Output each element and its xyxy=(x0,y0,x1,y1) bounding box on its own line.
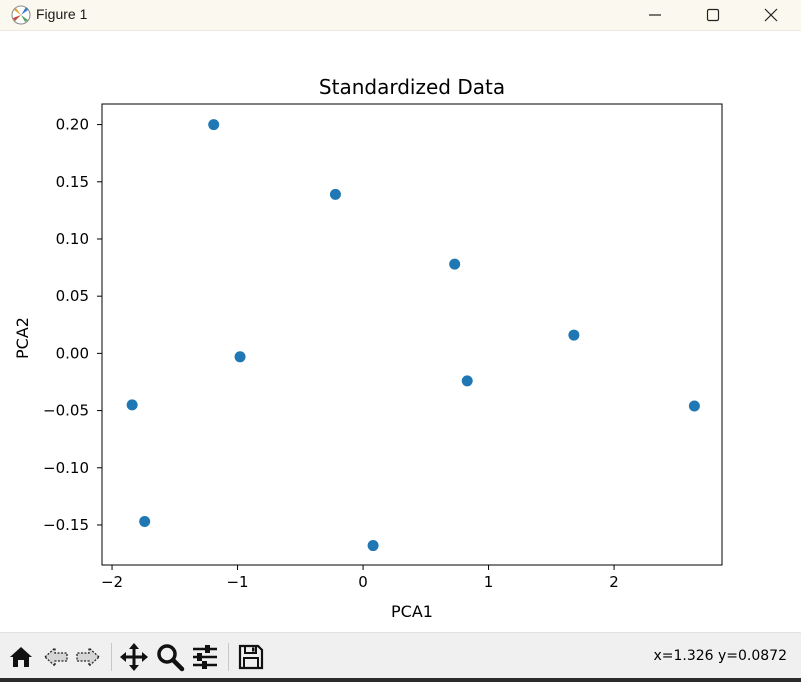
navigation-toolbar: x=1.326 y=0.0872 xyxy=(0,632,801,679)
data-point xyxy=(126,399,138,411)
y-tick-label: 0.00 xyxy=(56,344,89,362)
y-tick-label: 0.15 xyxy=(56,173,89,191)
window-titlebar: Figure 1 xyxy=(0,0,801,31)
y-tick-label: 0.05 xyxy=(56,287,89,305)
forward-icon xyxy=(76,646,100,668)
window-title: Figure 1 xyxy=(36,6,88,22)
matplotlib-app-icon xyxy=(11,5,31,25)
forward-button[interactable] xyxy=(72,641,104,673)
x-tick-label: 1 xyxy=(484,573,494,591)
data-point xyxy=(449,258,461,270)
figure-canvas[interactable]: Standardized Data −2 −1 0 1 2 0.20 0.15 0.10 0.… xyxy=(0,31,801,632)
pan-icon xyxy=(120,643,148,671)
close-button[interactable] xyxy=(742,0,800,30)
close-icon xyxy=(764,8,778,22)
cursor-coordinates: x=1.326 y=0.0872 xyxy=(653,648,787,664)
back-button[interactable] xyxy=(40,641,72,673)
home-icon xyxy=(10,647,32,667)
scatter-points xyxy=(126,119,700,552)
configure-subplots-button[interactable] xyxy=(189,641,221,673)
home-button[interactable] xyxy=(5,641,37,673)
x-tick-label: 2 xyxy=(609,573,619,591)
data-point xyxy=(367,540,379,552)
chart-title: Standardized Data xyxy=(319,75,505,99)
data-point xyxy=(688,400,700,412)
y-axis: 0.20 0.15 0.10 0.05 0.00 −0.05 −0.10 −0.15 xyxy=(43,116,102,534)
save-icon xyxy=(238,644,264,670)
y-tick-label: −0.10 xyxy=(43,459,89,477)
data-point xyxy=(208,119,220,131)
maximize-icon xyxy=(706,8,720,22)
data-point xyxy=(139,516,151,528)
toolbar-separator xyxy=(111,643,112,671)
x-axis-label: PCA1 xyxy=(391,602,433,621)
zoom-icon xyxy=(157,644,185,672)
y-tick-label: −0.15 xyxy=(43,516,89,534)
plot-axes-frame xyxy=(101,103,723,566)
minimize-button[interactable] xyxy=(626,0,684,30)
data-point xyxy=(329,188,341,200)
zoom-button[interactable] xyxy=(154,641,186,673)
y-tick-label: 0.10 xyxy=(56,230,89,248)
x-axis: −2 −1 0 1 2 xyxy=(101,565,619,591)
y-tick-label: 0.20 xyxy=(56,116,89,134)
back-icon xyxy=(44,646,68,668)
minimize-icon xyxy=(649,14,661,16)
configure-subplots-icon xyxy=(193,645,217,669)
toolbar-separator xyxy=(228,643,229,671)
y-tick-label: −0.05 xyxy=(43,402,89,420)
x-tick-label: −2 xyxy=(101,573,123,591)
data-point xyxy=(234,351,246,363)
scatter-plot[interactable]: Standardized Data −2 −1 0 1 2 0.200.150.100.… xyxy=(0,31,801,632)
data-point xyxy=(461,375,473,387)
x-tick-label: 0 xyxy=(358,573,368,591)
taskbar-edge xyxy=(0,678,801,682)
data-point xyxy=(568,329,580,341)
maximize-button[interactable] xyxy=(684,0,742,30)
y-axis-label: PCA2 xyxy=(13,317,32,359)
pan-button[interactable] xyxy=(118,641,150,673)
save-button[interactable] xyxy=(235,641,267,673)
x-tick-label: −1 xyxy=(226,573,248,591)
